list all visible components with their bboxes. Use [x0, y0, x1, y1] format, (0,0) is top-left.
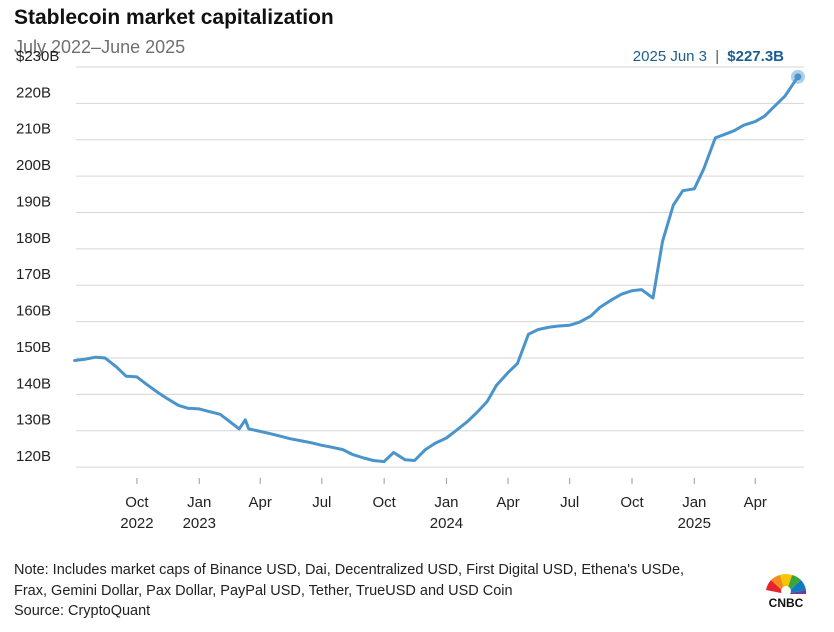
x-tick-label: Jul [560, 494, 579, 511]
x-tick-year-label: 2024 [430, 515, 463, 532]
y-tick-label: 210B [16, 121, 51, 138]
note-line-1: Note: Includes market caps of Binance US… [14, 562, 685, 578]
y-tick-label: 180B [16, 230, 51, 247]
note-line-2: Frax, Gemini Dollar, Pax Dollar, PayPal … [14, 583, 513, 599]
y-tick-label: 170B [16, 266, 51, 283]
x-tick-label: Jan [434, 494, 458, 511]
x-tick-label: Jan [682, 494, 706, 511]
x-tick-year-label: 2025 [678, 515, 711, 532]
y-tick-label: 140B [16, 375, 51, 392]
x-tick-label: Oct [125, 494, 149, 511]
x-tick-label: Apr [249, 494, 272, 511]
y-tick-label: 160B [16, 303, 51, 320]
x-tick-year-label: 2022 [120, 515, 153, 532]
x-tick-label: Oct [620, 494, 644, 511]
x-tick-label: Apr [496, 494, 519, 511]
x-tick-label: Oct [372, 494, 396, 511]
cnbc-logo-text: CNBC [768, 596, 804, 610]
chart-note: Note: Includes market caps of Binance US… [14, 560, 754, 602]
last-point-marker [794, 73, 802, 81]
x-axis-labels: Oct 2022 Jan 2023 Apr Jul Oct Jan 2024 Apr Jul Oct J… [120, 478, 767, 532]
annotation-value: $227.3B [727, 48, 784, 65]
chart-subtitle: July 2022–June 2025 [14, 37, 186, 57]
gridlines [76, 66, 804, 468]
y-tick-label: 200B [16, 157, 51, 174]
cnbc-peacock-icon [766, 574, 807, 596]
x-tick-label: Jan [187, 494, 211, 511]
chart-title: Stablecoin market capitalization [14, 6, 334, 29]
y-tick-label: 150B [16, 339, 51, 356]
chart-source: Source: CryptoQuant [14, 603, 151, 619]
line-chart: $230B 220B 210B 200B 190B 180B 170B 160B 150B 140… [16, 48, 805, 532]
annotation-date: 2025 Jun 3 [633, 48, 707, 65]
y-tick-label: 120B [16, 448, 51, 465]
y-tick-label: $230B [16, 48, 59, 65]
x-tick-label: Jul [312, 494, 331, 511]
last-value-annotation: 2025 Jun 3 | $227.3B [633, 48, 784, 65]
y-axis-labels: $230B 220B 210B 200B 190B 180B 170B 160B 150B 140… [16, 48, 59, 465]
y-tick-label: 130B [16, 412, 51, 429]
x-tick-label: Apr [744, 494, 767, 511]
x-tick-year-label: 2023 [183, 515, 216, 532]
market-cap-line [73, 75, 800, 464]
y-tick-label: 220B [16, 84, 51, 101]
annotation-separator: | [715, 48, 719, 65]
y-tick-label: 190B [16, 193, 51, 210]
